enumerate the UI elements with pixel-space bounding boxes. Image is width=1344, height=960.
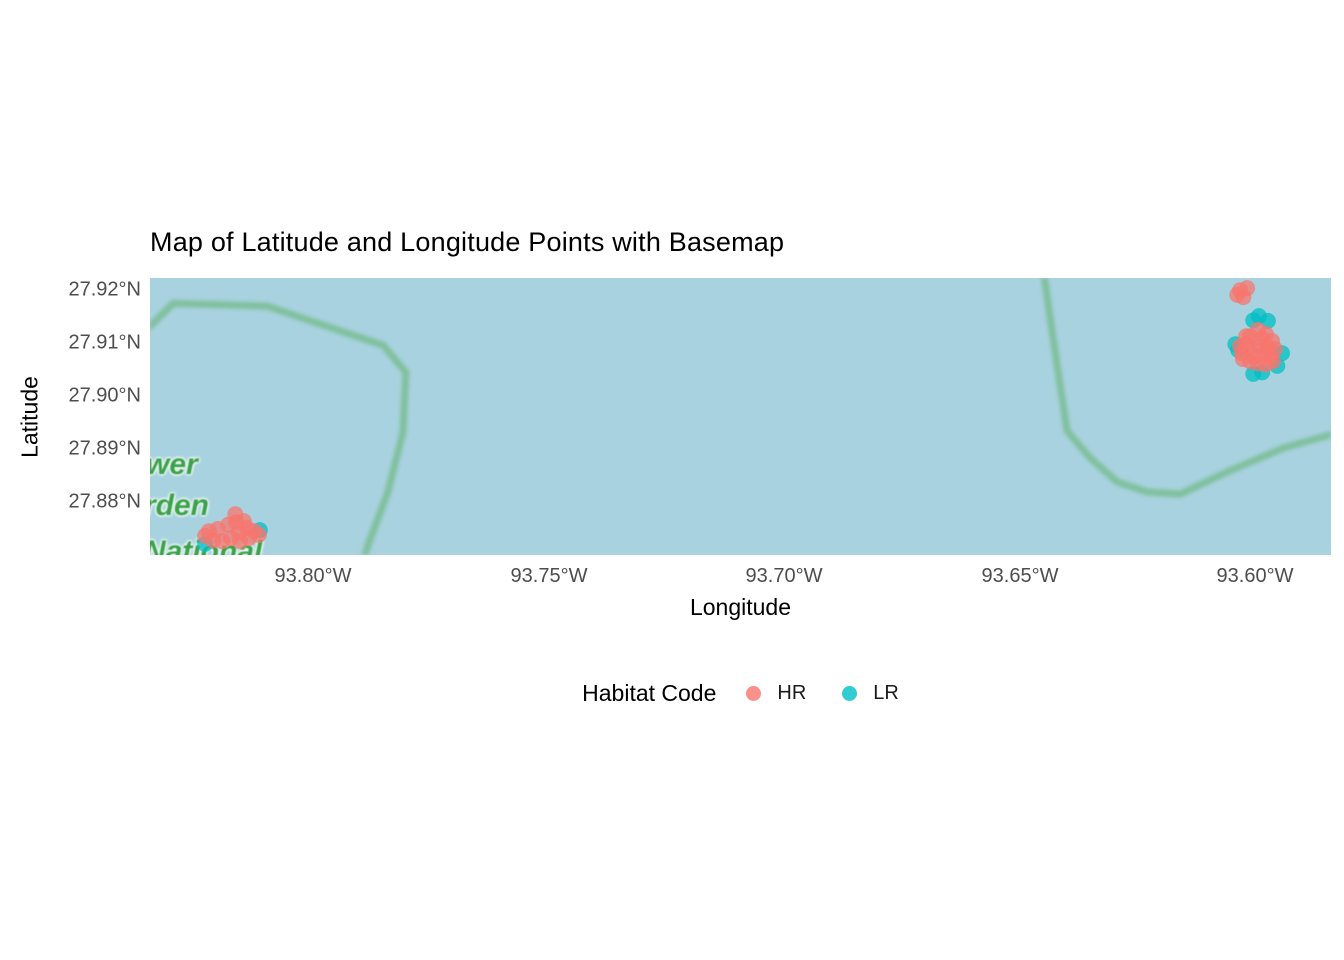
west-bank-boundary xyxy=(150,299,410,555)
legend-item-LR: LR xyxy=(842,682,899,705)
plot-title: Map of Latitude and Longitude Points wit… xyxy=(150,227,785,257)
map-panel: werrdenNational xyxy=(150,278,1331,555)
data-points-layer xyxy=(197,280,1290,552)
legend-label: HR xyxy=(777,681,807,704)
data-point-HR xyxy=(1232,338,1249,355)
legend: Habitat Code HR LR xyxy=(150,676,1331,710)
basemap-boundaries-layer xyxy=(150,278,1331,555)
points-HR xyxy=(197,280,1283,550)
data-point-HR xyxy=(200,523,217,540)
y-tick-label: 27.88°N xyxy=(68,490,142,513)
y-tick-label: 27.92°N xyxy=(68,278,142,301)
x-tick-label: 93.75°W xyxy=(510,565,588,587)
legend-label: LR xyxy=(873,681,899,704)
data-point-HR xyxy=(1234,351,1251,367)
y-axis-title: Latitude xyxy=(16,376,43,458)
x-tick-label: 93.60°W xyxy=(1216,565,1294,587)
legend-dot-HR xyxy=(746,685,762,701)
legend-dot-LR xyxy=(842,685,858,701)
legend-items: HR LR xyxy=(746,682,899,705)
y-tick-label: 27.89°N xyxy=(68,437,142,460)
basemap-label: wer xyxy=(150,448,198,481)
data-point-HR xyxy=(232,533,248,550)
x-axis-title: Longitude xyxy=(689,594,792,620)
data-point-HR xyxy=(227,506,244,523)
points-LR xyxy=(197,308,1290,552)
y-tick-label: 27.90°N xyxy=(68,384,142,407)
data-point-HR xyxy=(1229,286,1246,303)
x-tick-label: 93.70°W xyxy=(745,565,823,587)
legend-item-HR: HR xyxy=(746,682,806,705)
data-point-HR xyxy=(1259,339,1276,356)
x-tick-label: 93.80°W xyxy=(274,565,352,587)
data-point-HR xyxy=(1265,353,1282,370)
x-tick-label: 93.65°W xyxy=(981,565,1059,587)
east-bank-boundary xyxy=(1040,278,1331,498)
y-tick-label: 27.91°N xyxy=(68,331,142,354)
basemap-label: rden xyxy=(150,489,210,522)
legend-title: Habitat Code xyxy=(582,679,717,706)
